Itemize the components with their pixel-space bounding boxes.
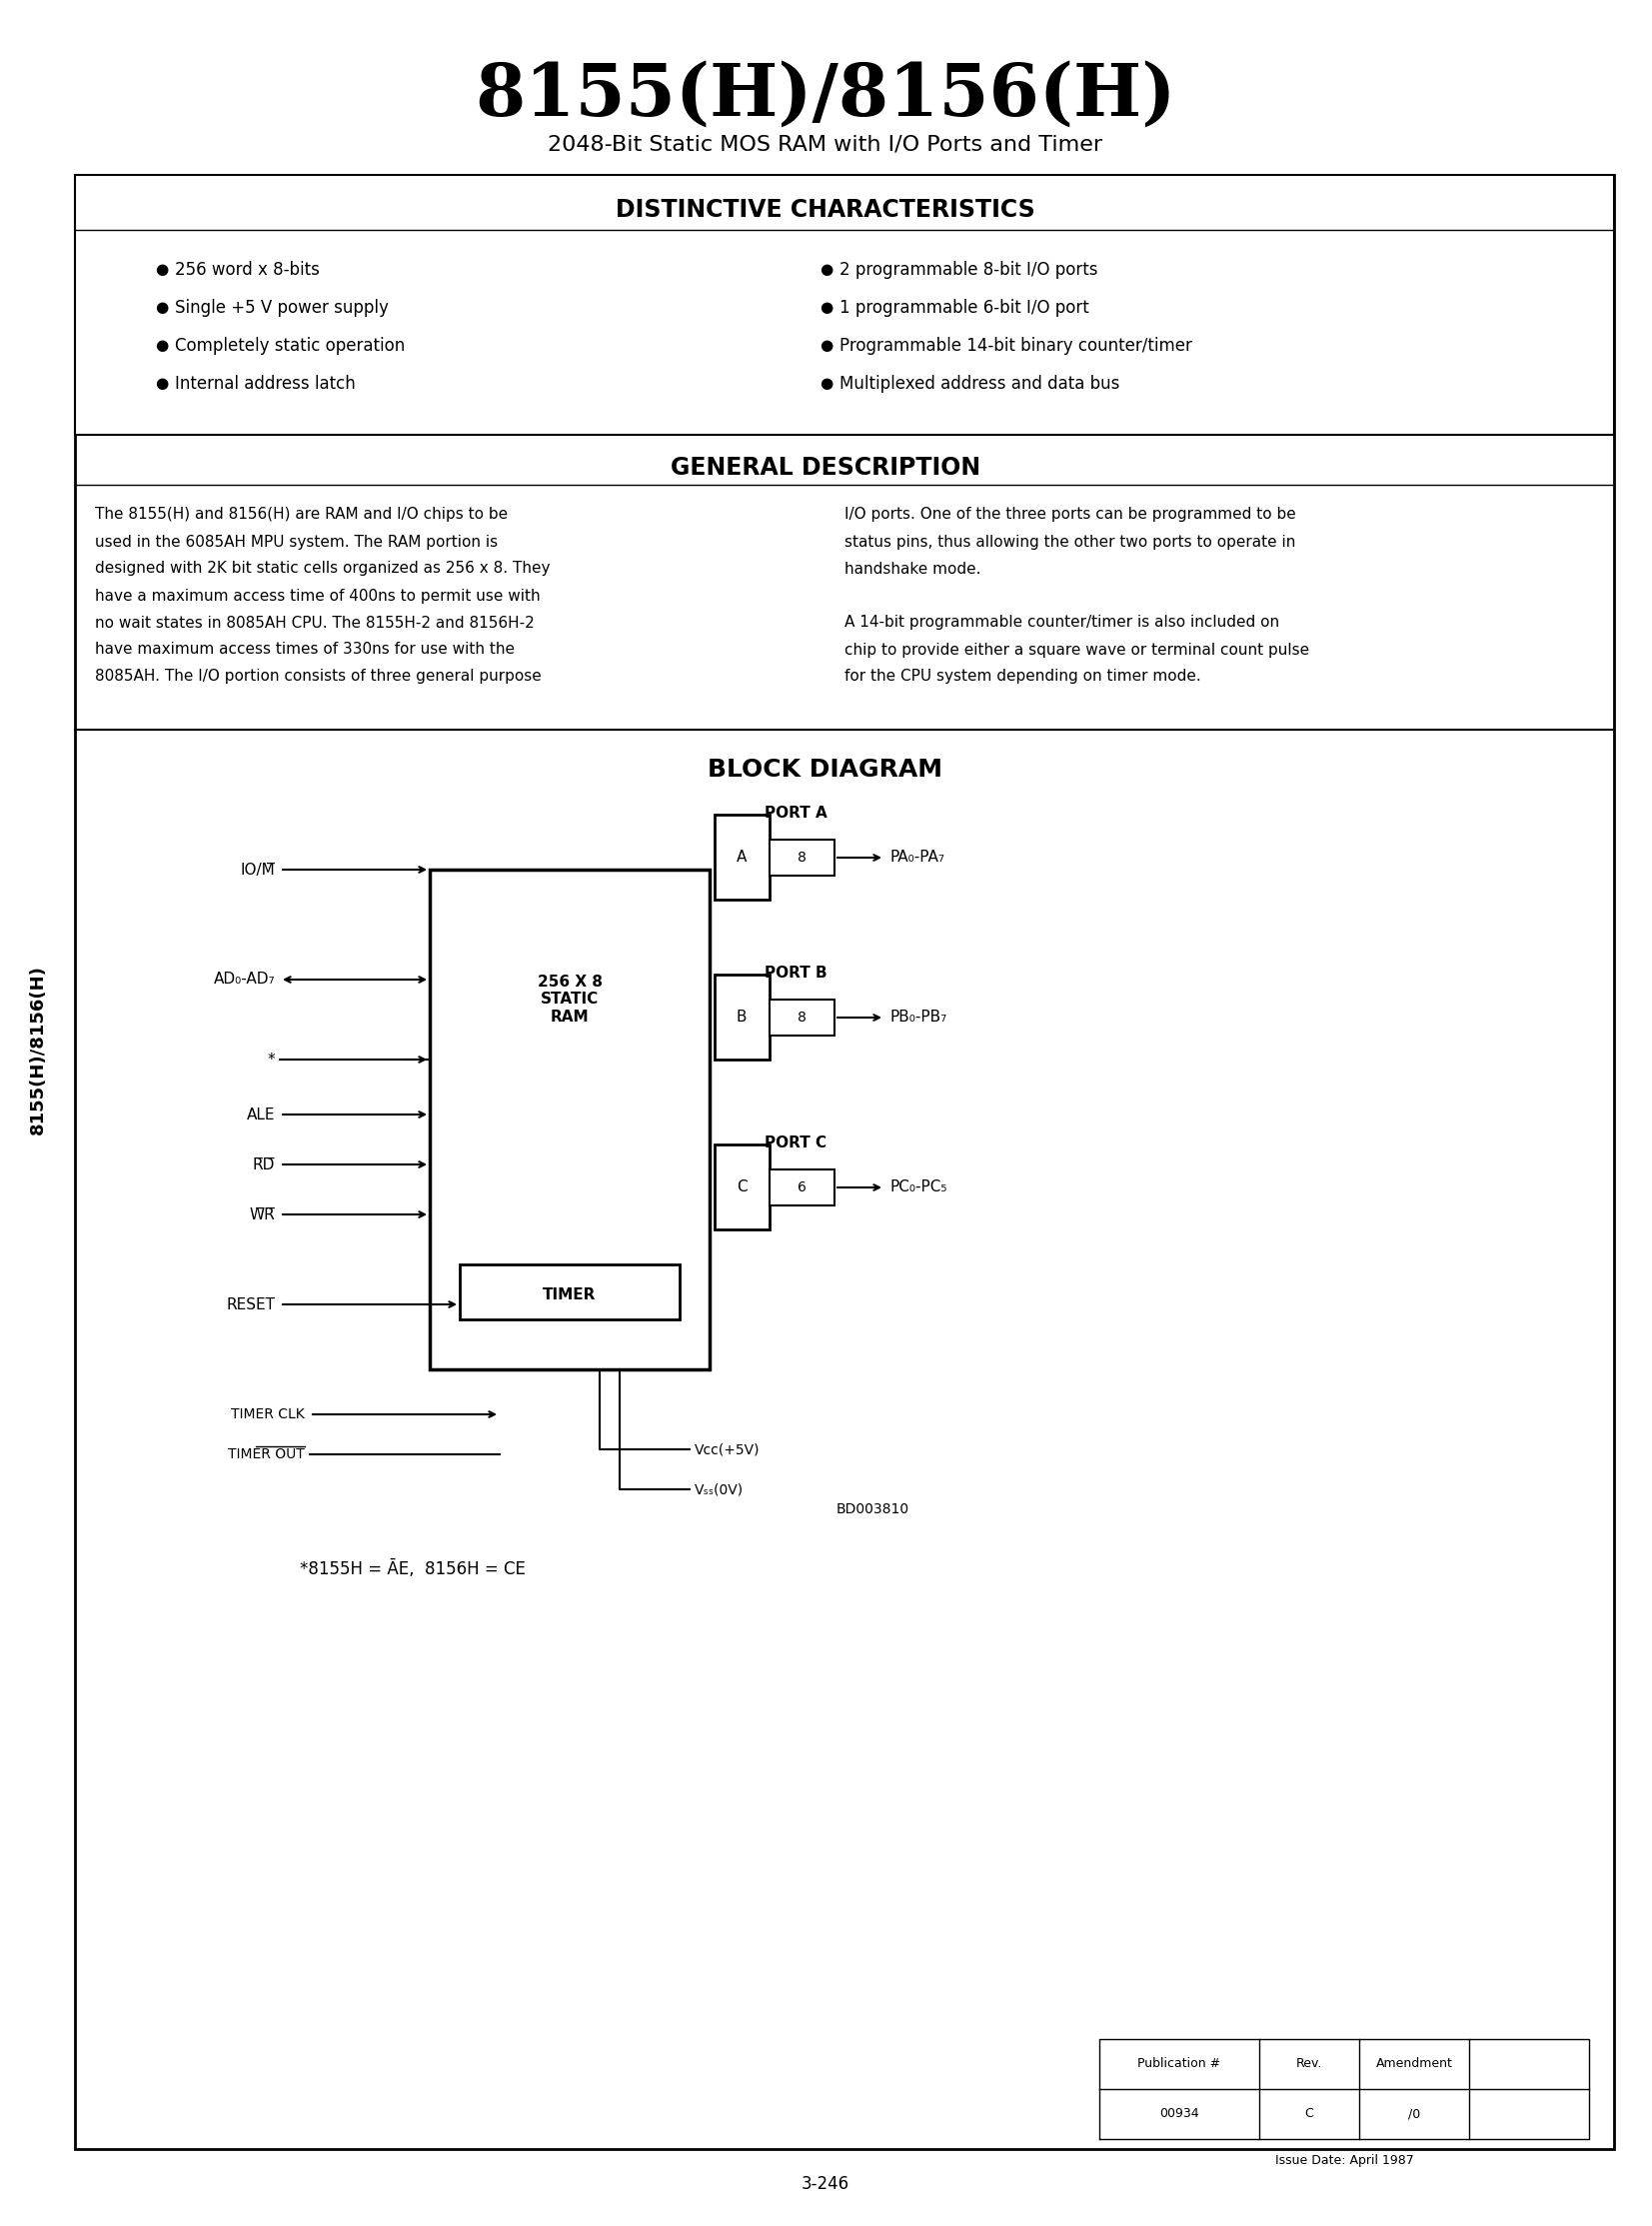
Text: TIMER: TIMER	[544, 1287, 596, 1302]
Text: Vₛₛ(0V): Vₛₛ(0V)	[694, 1483, 743, 1496]
Bar	[74, 176, 1614, 434]
Text: designed with 2K bit static cells organized as 256 x 8. They: designed with 2K bit static cells organi…	[94, 561, 550, 577]
Text: 2 programmable 8-bit I/O ports: 2 programmable 8-bit I/O ports	[839, 260, 1099, 278]
Text: 8155(H)/8156(H): 8155(H)/8156(H)	[30, 964, 46, 1135]
Text: 00934: 00934	[1160, 2108, 1199, 2121]
Text: no wait states in 8085AH CPU. The 8155H-2 and 8156H-2: no wait states in 8085AH CPU. The 8155H-…	[94, 614, 535, 630]
Bar	[770, 839, 834, 875]
Text: IO/M̅: IO/M̅	[240, 861, 274, 877]
Text: 8155(H)/8156(H): 8155(H)/8156(H)	[476, 60, 1176, 131]
Text: 8: 8	[796, 1011, 806, 1024]
Text: Single +5 V power supply: Single +5 V power supply	[175, 298, 388, 316]
Text: A: A	[737, 850, 747, 866]
Text: chip to provide either a square wave or terminal count pulse: chip to provide either a square wave or …	[844, 643, 1310, 657]
Text: The 8155(H) and 8156(H) are RAM and I/O chips to be: The 8155(H) and 8156(H) are RAM and I/O …	[94, 508, 507, 523]
Text: ●: ●	[155, 263, 169, 278]
Text: *8155H = ĀE,  8156H = CE: *8155H = ĀE, 8156H = CE	[299, 1560, 525, 1578]
Text: /0: /0	[1408, 2108, 1421, 2121]
Text: Issue Date: April 1987: Issue Date: April 1987	[1275, 2155, 1414, 2168]
Text: PC₀-PC₅: PC₀-PC₅	[889, 1180, 947, 1195]
Text: A 14-bit programmable counter/timer is also included on: A 14-bit programmable counter/timer is a…	[844, 614, 1279, 630]
Text: Rev.: Rev.	[1297, 2057, 1322, 2070]
Text: BD003810: BD003810	[836, 1503, 910, 1516]
Bar	[715, 975, 770, 1060]
Text: have maximum access times of 330ns for use with the: have maximum access times of 330ns for u…	[94, 643, 515, 657]
Text: 8: 8	[796, 850, 806, 864]
Text: 256 X 8
STATIC
RAM: 256 X 8 STATIC RAM	[537, 975, 601, 1024]
Text: I/O ports. One of the three ports can be programmed to be: I/O ports. One of the three ports can be…	[844, 508, 1295, 523]
Text: B: B	[737, 1011, 747, 1024]
Text: BLOCK DIAGRAM: BLOCK DIAGRAM	[709, 757, 943, 781]
Text: status pins, thus allowing the other two ports to operate in: status pins, thus allowing the other two…	[844, 534, 1295, 550]
Text: Vᴄᴄ(+5V): Vᴄᴄ(+5V)	[694, 1442, 760, 1456]
Text: W̅R̅: W̅R̅	[249, 1206, 274, 1222]
Bar	[459, 1264, 679, 1320]
Text: *: *	[268, 1053, 274, 1066]
Text: C: C	[737, 1180, 747, 1195]
Text: for the CPU system depending on timer mode.: for the CPU system depending on timer mo…	[844, 670, 1201, 683]
Text: PORT A: PORT A	[765, 806, 828, 819]
Text: PORT B: PORT B	[765, 966, 828, 979]
Text: C: C	[1305, 2108, 1313, 2121]
Text: have a maximum access time of 400ns to permit use with: have a maximum access time of 400ns to p…	[94, 588, 540, 603]
Bar	[770, 1169, 834, 1206]
Text: 1 programmable 6-bit I/O port: 1 programmable 6-bit I/O port	[839, 298, 1089, 316]
Text: ●: ●	[819, 263, 833, 278]
Bar	[715, 815, 770, 899]
Text: Internal address latch: Internal address latch	[175, 374, 355, 392]
Text: 6: 6	[796, 1180, 806, 1195]
Text: TIMER CLK: TIMER CLK	[231, 1407, 306, 1422]
Text: DISTINCTIVE CHARACTERISTICS: DISTINCTIVE CHARACTERISTICS	[616, 198, 1036, 223]
Text: R̅D̅: R̅D̅	[253, 1158, 274, 1171]
Text: handshake mode.: handshake mode.	[844, 561, 981, 577]
Text: ●: ●	[819, 376, 833, 392]
Text: PB₀-PB₇: PB₀-PB₇	[889, 1011, 947, 1024]
Text: 3-246: 3-246	[801, 2175, 849, 2193]
Text: ●: ●	[155, 376, 169, 392]
Text: GENERAL DESCRIPTION: GENERAL DESCRIPTION	[671, 456, 981, 481]
Text: Amendment: Amendment	[1376, 2057, 1452, 2070]
Text: ALE: ALE	[246, 1106, 274, 1122]
Text: PORT C: PORT C	[765, 1135, 826, 1151]
Text: AD₀-AD₇: AD₀-AD₇	[213, 973, 274, 986]
Bar	[770, 999, 834, 1035]
Text: ●: ●	[155, 301, 169, 316]
Text: 2048-Bit Static MOS RAM with I/O Ports and Timer: 2048-Bit Static MOS RAM with I/O Ports a…	[548, 136, 1104, 156]
Text: TIMER OUT: TIMER OUT	[228, 1447, 306, 1460]
Bar	[74, 176, 1614, 2148]
Text: 8085AH. The I/O portion consists of three general purpose: 8085AH. The I/O portion consists of thre…	[94, 670, 542, 683]
Text: PA₀-PA₇: PA₀-PA₇	[889, 850, 945, 866]
Text: ●: ●	[819, 338, 833, 354]
Text: RESET: RESET	[226, 1298, 274, 1311]
Text: Programmable 14-bit binary counter/timer: Programmable 14-bit binary counter/timer	[839, 336, 1193, 354]
Text: Multiplexed address and data bus: Multiplexed address and data bus	[839, 374, 1120, 392]
Text: Publication #: Publication #	[1138, 2057, 1221, 2070]
Text: Completely static operation: Completely static operation	[175, 336, 405, 354]
Bar	[430, 870, 710, 1369]
Text: used in the 6085AH MPU system. The RAM portion is: used in the 6085AH MPU system. The RAM p…	[94, 534, 497, 550]
Text: ●: ●	[155, 338, 169, 354]
Text: ●: ●	[819, 301, 833, 316]
Bar	[715, 1144, 770, 1229]
Text: 256 word x 8-bits: 256 word x 8-bits	[175, 260, 320, 278]
